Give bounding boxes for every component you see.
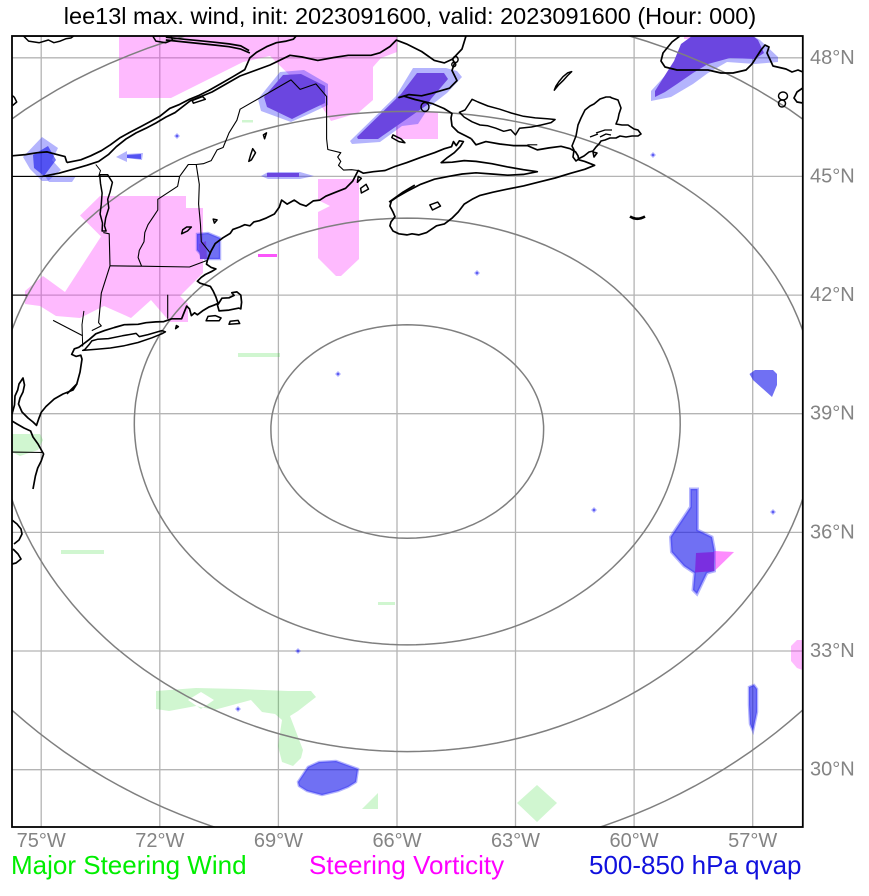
svg-text:Major Steering Wind: Major Steering Wind [11,850,247,880]
svg-text:72°W: 72°W [135,830,184,852]
svg-text:66°W: 66°W [372,830,421,852]
svg-text:57°W: 57°W [728,830,777,852]
svg-text:36°N: 36°N [810,521,855,543]
svg-text:500-850 hPa qvap: 500-850 hPa qvap [589,850,802,880]
svg-text:48°N: 48°N [810,47,855,69]
svg-text:45°N: 45°N [810,165,855,187]
svg-text:63°W: 63°W [491,830,540,852]
svg-text:60°W: 60°W [610,830,659,852]
svg-text:39°N: 39°N [810,403,855,425]
svg-text:33°N: 33°N [810,640,855,662]
svg-text:lee13l max. wind, init: 202309: lee13l max. wind, init: 2023091600, vali… [64,3,756,29]
svg-text:75°W: 75°W [17,830,66,852]
svg-text:69°W: 69°W [254,830,303,852]
svg-text:30°N: 30°N [810,759,855,781]
svg-text:Steering Vorticity: Steering Vorticity [309,850,504,880]
svg-text:42°N: 42°N [810,284,855,306]
